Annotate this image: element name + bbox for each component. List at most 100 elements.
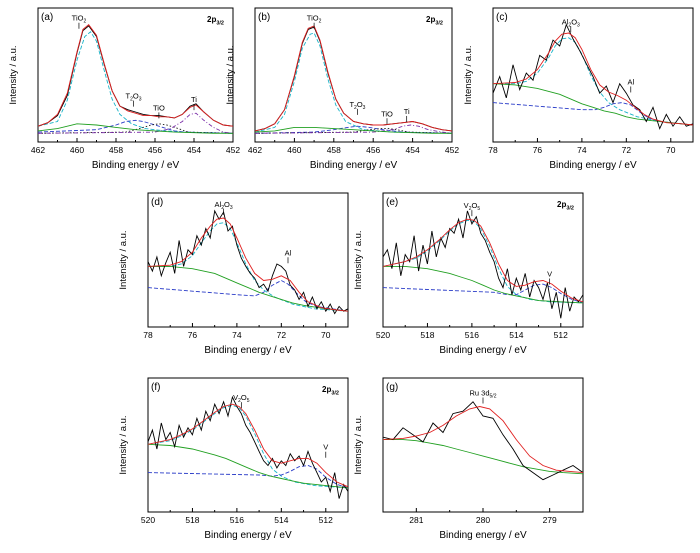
series-v2o5 (148, 404, 348, 489)
panel-label: (d) (151, 197, 163, 208)
orbital-tag: 2p3/2 (207, 15, 224, 27)
x-tick-label: 70 (321, 330, 331, 340)
series-fit (493, 32, 693, 126)
x-tick-label: 452 (445, 145, 459, 155)
x-tick-label: 76 (188, 330, 198, 340)
x-tick-label: 512 (554, 330, 568, 340)
x-tick-label: 512 (319, 515, 333, 525)
series-raw (383, 210, 583, 319)
peak-annotation: T2O3 (349, 100, 365, 111)
x-axis-label: Binding energy / eV (310, 160, 398, 171)
series-raw (493, 23, 693, 130)
peak-annotation: V2O5 (233, 393, 250, 404)
y-axis-label: Intensity / a.u. (353, 415, 364, 474)
x-axis-label: Binding energy / eV (439, 530, 527, 541)
x-axis-label: Binding energy / eV (549, 160, 637, 171)
series-background (383, 265, 583, 304)
series-background (255, 126, 452, 134)
series-fit (383, 218, 583, 303)
plot-frame (382, 192, 584, 328)
x-tick-label: 520 (141, 515, 155, 525)
series-raw (38, 25, 233, 127)
series-raw (383, 401, 583, 481)
series-raw (255, 26, 452, 132)
series-tio2 (255, 32, 452, 134)
x-tick-label: 514 (509, 330, 523, 340)
peak-annotation: Al (627, 77, 634, 86)
y-axis-label: Intensity / a.u. (463, 45, 474, 104)
series-v (383, 283, 583, 304)
panel-d: (d) 78 76 74 72 70 Binding energy / eV Intensit… (118, 192, 349, 356)
series-background (148, 265, 348, 312)
series-v2o5 (383, 219, 583, 304)
series-fit (38, 24, 233, 127)
peak-annotation: Al2O3 (215, 200, 233, 211)
series-background (148, 443, 348, 489)
peak-annotation: V (323, 443, 328, 452)
y-axis-label: Intensity / a.u. (8, 45, 19, 104)
x-tick-label: 70 (666, 145, 676, 155)
x-tick-label: 454 (187, 145, 201, 155)
x-tick-label: 454 (406, 145, 420, 155)
plot-frame (37, 7, 234, 143)
series-background (38, 123, 233, 134)
peak-annotation: V (547, 270, 552, 279)
x-tick-label: 78 (488, 145, 498, 155)
peak-annotation: T2O3 (126, 92, 142, 103)
peak-annotation: TiO2 (72, 14, 87, 25)
y-axis-label: Intensity / a.u. (225, 45, 236, 104)
x-tick-label: 74 (232, 330, 242, 340)
series-fit (255, 25, 452, 132)
x-tick-label: 514 (274, 515, 288, 525)
x-axis-label: Binding energy / eV (92, 160, 180, 171)
panel-label: (c) (496, 12, 508, 23)
x-tick-label: 460 (287, 145, 301, 155)
peak-annotation: V2O5 (464, 201, 481, 212)
series-raw (148, 209, 348, 315)
series-fit (148, 217, 348, 312)
x-tick-label: 456 (366, 145, 380, 155)
panel-label: (e) (386, 197, 398, 208)
orbital-tag: 2p3/2 (426, 15, 443, 27)
series-background (493, 83, 693, 126)
x-tick-label: 520 (376, 330, 390, 340)
x-tick-label: 462 (31, 145, 45, 155)
peak-annotation: Ti (191, 95, 197, 104)
series-tio (255, 128, 452, 134)
peak-annotation: Ru 3d5/2 (470, 388, 497, 399)
series-ti (38, 112, 233, 134)
x-tick-label: 516 (230, 515, 244, 525)
panel-f: (f) 2p3/2 520 518 516 514 512 Binding energy / … (118, 377, 349, 541)
panel-label: (f) (151, 382, 160, 393)
peak-annotation: TiO2 (307, 14, 322, 25)
series-ti2o3 (38, 119, 233, 134)
x-tick-label: 76 (533, 145, 543, 155)
x-tick-label: 460 (70, 145, 84, 155)
peak-annotation: Ti (404, 107, 410, 116)
series-ti (255, 124, 452, 134)
series-tio2 (38, 31, 233, 134)
x-tick-label: 74 (577, 145, 587, 155)
x-tick-label: 72 (277, 330, 287, 340)
x-tick-label: 72 (622, 145, 632, 155)
plot-frame (147, 377, 349, 513)
series-ti2o3 (255, 125, 452, 134)
x-tick-label: 279 (543, 515, 557, 525)
orbital-tag: 2p3/2 (322, 385, 339, 397)
panel-g: (g) 281 280 279 Binding energy / eV Intensity… (353, 377, 584, 541)
x-tick-label: 78 (143, 330, 153, 340)
series-fit (148, 403, 348, 488)
panel-a: (a) 2p3/2 462 460 458 456 454 452 Binding energy… (8, 7, 240, 171)
peak-annotation: TiO (153, 103, 165, 112)
x-tick-label: 456 (148, 145, 162, 155)
peak-annotation: Al (285, 248, 292, 257)
x-tick-label: 452 (226, 145, 240, 155)
x-tick-label: 516 (465, 330, 479, 340)
plot-frame (492, 7, 694, 143)
panel-c: (c) 78 76 74 72 70 Binding energy / eV Intensit… (463, 7, 694, 171)
x-tick-label: 458 (109, 145, 123, 155)
series-raw (148, 395, 348, 499)
plot-frame (147, 192, 349, 328)
orbital-tag: 2p3/2 (557, 200, 574, 212)
y-axis-label: Intensity / a.u. (118, 415, 129, 474)
